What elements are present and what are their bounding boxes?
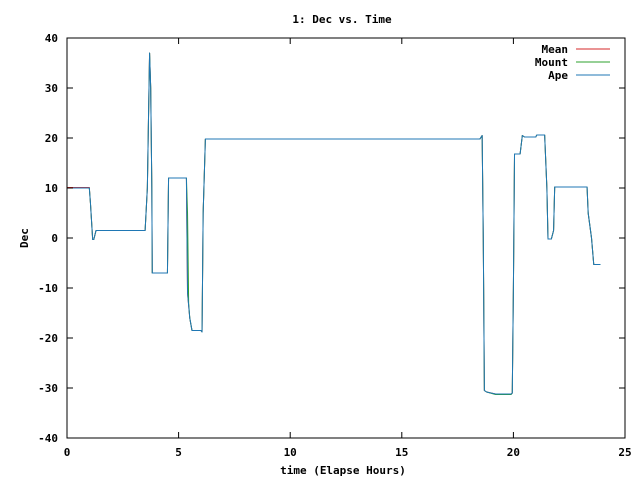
x-axis-label: time (Elapse Hours): [280, 464, 406, 477]
y-tick-label: 40: [45, 32, 58, 45]
y-tick-label: -20: [38, 332, 58, 345]
y-tick-label: 0: [51, 232, 58, 245]
legend-label-mean: Mean: [542, 43, 569, 56]
y-tick-label: 20: [45, 132, 58, 145]
legend-label-mount: Mount: [535, 56, 568, 69]
x-tick-label: 20: [507, 446, 520, 459]
y-tick-label: -40: [38, 432, 58, 445]
y-tick-label: 10: [45, 182, 58, 195]
series-group: [67, 52, 601, 395]
y-tick-label: 30: [45, 82, 58, 95]
x-tick-label: 0: [64, 446, 71, 459]
x-tick-label: 5: [175, 446, 182, 459]
ticks-group: 0 5 10 15 20 25 -40 -30 -20 -10 0 10 20 30 40: [38, 32, 632, 459]
y-axis-label: Dec: [18, 228, 31, 248]
legend-label-ape: Ape: [548, 69, 568, 82]
y-tick-label: -30: [38, 382, 58, 395]
series-line-ape: [67, 52, 601, 395]
x-tick-label: 25: [618, 446, 631, 459]
x-tick-label: 15: [395, 446, 408, 459]
y-tick-label: -10: [38, 282, 58, 295]
x-tick-label: 10: [284, 446, 297, 459]
chart-title: 1: Dec vs. Time: [292, 13, 392, 26]
